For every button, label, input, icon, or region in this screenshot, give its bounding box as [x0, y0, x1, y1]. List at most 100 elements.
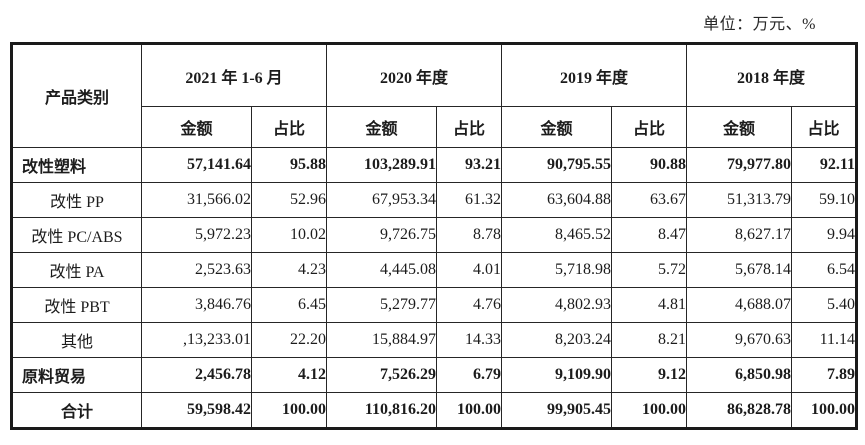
table-header: 产品类别 2021 年 1-6 月 2020 年度 2019 年度 2018 年…: [11, 43, 858, 148]
cell-ratio: 8.78: [435, 217, 503, 253]
cell-ratio: 59.10: [791, 182, 858, 218]
cell-ratio: 9.94: [791, 217, 858, 253]
cell-ratio: 5.72: [611, 252, 688, 288]
table-row: 原料贸易 2,456.78 4.12 7,526.29 6.79 9,109.90 9.12…: [11, 357, 858, 393]
cell-ratio: 5.40: [791, 287, 858, 323]
cell-amount: 8,203.24: [501, 322, 613, 358]
cell-amount: 4,445.08: [326, 252, 437, 288]
row-label: 改性 PC/ABS: [11, 217, 142, 253]
cell-amount: 7,526.29: [326, 357, 437, 393]
cell-ratio: 100.00: [791, 392, 858, 429]
row-label: 改性 PA: [11, 252, 142, 288]
header-ratio: 占比: [435, 106, 503, 148]
header-amount: 金额: [141, 106, 252, 148]
cell-amount: 110,816.20: [326, 392, 437, 429]
cell-amount: 8,465.52: [501, 217, 613, 253]
table-row: 改性 PBT 3,846.76 6.45 5,279.77 4.76 4,802.93 4.…: [11, 287, 858, 323]
cell-amount: 5,718.98: [501, 252, 613, 288]
cell-amount: 5,678.14: [686, 252, 793, 288]
cell-ratio: 6.79: [435, 357, 503, 393]
header-amount: 金额: [686, 106, 793, 148]
cell-amount: 90,795.55: [501, 147, 613, 183]
cell-ratio: 9.12: [611, 357, 688, 393]
header-amount: 金额: [326, 106, 437, 148]
cell-amount: 5,972.23: [141, 217, 252, 253]
cell-amount: 4,802.93: [501, 287, 613, 323]
cell-ratio: 52.96: [251, 182, 327, 218]
cell-amount: 4,688.07: [686, 287, 793, 323]
header-amount: 金额: [501, 106, 613, 148]
cell-ratio: 61.32: [435, 182, 503, 218]
header-ratio: 占比: [791, 106, 858, 148]
row-label: 改性塑料: [11, 147, 142, 183]
table-row: 改性 PC/ABS 5,972.23 10.02 9,726.75 8.78 8,465.…: [11, 217, 858, 253]
table-row: 其他 ,13,233.01 22.20 15,884.97 14.33 8,203.24 8…: [11, 322, 858, 358]
cell-amount: 6,850.98: [686, 357, 793, 393]
cell-amount: 86,828.78: [686, 392, 793, 429]
header-product-category: 产品类别: [11, 43, 142, 148]
cell-ratio: 10.02: [251, 217, 327, 253]
cell-amount: 2,523.63: [141, 252, 252, 288]
cell-ratio: 7.89: [791, 357, 858, 393]
table-row: 合计 59,598.42 100.00 110,816.20 100.00 99,905.…: [11, 392, 858, 429]
cell-ratio: 100.00: [435, 392, 503, 429]
unit-note: 单位：万元、%: [703, 16, 816, 33]
cell-amount: ,13,233.01: [141, 322, 252, 358]
header-ratio: 占比: [251, 106, 327, 148]
cell-ratio: 100.00: [611, 392, 688, 429]
cell-amount: 9,726.75: [326, 217, 437, 253]
row-label: 原料贸易: [11, 357, 142, 393]
cell-ratio: 22.20: [251, 322, 327, 358]
cell-amount: 103,289.91: [326, 147, 437, 183]
row-label: 合计: [11, 392, 142, 429]
cell-ratio: 4.76: [435, 287, 503, 323]
cell-ratio: 4.12: [251, 357, 327, 393]
cell-amount: 9,109.90: [501, 357, 613, 393]
cell-ratio: 4.01: [435, 252, 503, 288]
cell-ratio: 95.88: [251, 147, 327, 183]
cell-amount: 31,566.02: [141, 182, 252, 218]
cell-ratio: 8.47: [611, 217, 688, 253]
cell-ratio: 8.21: [611, 322, 688, 358]
cell-amount: 51,313.79: [686, 182, 793, 218]
cell-ratio: 6.54: [791, 252, 858, 288]
cell-ratio: 6.45: [251, 287, 327, 323]
table-body: 改性塑料 57,141.64 95.88 103,289.91 93.21 90,795.…: [11, 147, 858, 429]
header-ratio: 占比: [611, 106, 688, 148]
cell-amount: 3,846.76: [141, 287, 252, 323]
cell-amount: 5,279.77: [326, 287, 437, 323]
header-period-2021h1: 2021 年 1-6 月: [141, 43, 327, 107]
cell-amount: 99,905.45: [501, 392, 613, 429]
cell-ratio: 100.00: [251, 392, 327, 429]
cell-ratio: 92.11: [791, 147, 858, 183]
cell-ratio: 11.14: [791, 322, 858, 358]
cell-amount: 59,598.42: [141, 392, 252, 429]
header-sub-row: 金额 占比 金额 占比 金额 占比 金额 占比: [12, 106, 858, 148]
row-label: 改性 PP: [11, 182, 142, 218]
header-period-2018: 2018 年度: [686, 43, 858, 107]
cell-amount: 57,141.64: [141, 147, 252, 183]
header-period-row: 产品类别 2021 年 1-6 月 2020 年度 2019 年度 2018 年…: [11, 43, 858, 148]
cell-ratio: 4.23: [251, 252, 327, 288]
cell-amount: 79,977.80: [686, 147, 793, 183]
cell-ratio: 14.33: [435, 322, 503, 358]
table-row: 改性 PP 31,566.02 52.96 67,953.34 61.32 63,604.…: [11, 182, 858, 218]
header-period-2020: 2020 年度: [325, 43, 503, 107]
table-row: 改性塑料 57,141.64 95.88 103,289.91 93.21 90,795.…: [11, 147, 858, 183]
cell-amount: 2,456.78: [141, 357, 252, 393]
cell-ratio: 63.67: [611, 182, 688, 218]
row-label: 改性 PBT: [11, 287, 142, 323]
cell-amount: 67,953.34: [326, 182, 437, 218]
table-row: 改性 PA 2,523.63 4.23 4,445.08 4.01 5,718.98 5.7…: [11, 252, 858, 288]
cell-amount: 9,670.63: [686, 322, 793, 358]
cell-ratio: 4.81: [611, 287, 688, 323]
cell-amount: 15,884.97: [326, 322, 437, 358]
row-label: 其他: [11, 322, 142, 358]
header-period-2019: 2019 年度: [501, 43, 688, 107]
cell-amount: 63,604.88: [501, 182, 613, 218]
cell-ratio: 93.21: [435, 147, 503, 183]
cell-ratio: 90.88: [611, 147, 688, 183]
product-category-table: 产品类别 2021 年 1-6 月 2020 年度 2019 年度 2018 年…: [10, 42, 859, 430]
cell-amount: 8,627.17: [686, 217, 793, 253]
